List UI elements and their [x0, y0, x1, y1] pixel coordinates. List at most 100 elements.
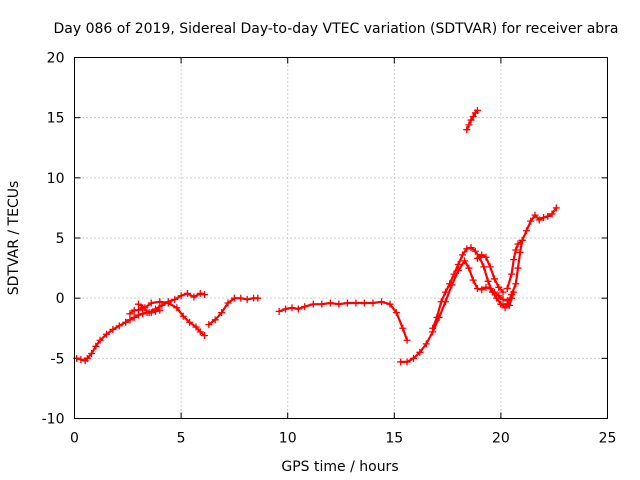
plot-frame — [74, 57, 608, 419]
x-tick-label: 25 — [599, 431, 617, 447]
data-point-arc-3 — [179, 312, 187, 320]
data-point-arc-7 — [450, 270, 458, 278]
data-point-arc-3 — [141, 304, 149, 312]
data-point-arc-8 — [499, 288, 507, 296]
data-point-arc-10 — [522, 227, 530, 235]
data-point-arc-11 — [510, 256, 518, 264]
data-point-arc-5 — [275, 307, 283, 315]
data-point-arc-7 — [471, 247, 479, 255]
data-point-arc-7 — [433, 313, 441, 321]
chart-title: Day 086 of 2019, Sidereal Day-to-day VTE… — [53, 21, 618, 37]
data-point-arc-2 — [126, 310, 134, 318]
data-point-arc-3 — [201, 331, 209, 339]
y-tick-label: 0 — [56, 291, 65, 307]
data-point-arc-2 — [196, 289, 204, 297]
data-point-arc-10 — [512, 280, 520, 288]
data-point-arc-3 — [196, 328, 204, 336]
data-point-arc-10 — [544, 212, 552, 220]
data-point-arc-9 — [469, 112, 477, 120]
data-point-arc-11 — [508, 270, 516, 278]
data-point-arc-10 — [552, 204, 560, 212]
data-point-arc-7 — [437, 298, 445, 306]
x-axis-label: GPS time / hours — [281, 459, 398, 475]
data-point-arc-6 — [465, 264, 473, 272]
data-point-arc-5 — [386, 300, 394, 308]
data-point-arc-5 — [378, 298, 386, 306]
data-point-arc-5 — [309, 300, 317, 308]
data-point-arc-1 — [77, 356, 85, 364]
data-point-arc-11 — [512, 246, 520, 254]
data-point-arc-10 — [535, 216, 543, 224]
data-point-arc-1 — [96, 336, 104, 344]
x-tick-label: 15 — [385, 431, 403, 447]
data-point-arc-2 — [152, 305, 160, 313]
data-point-arc-8 — [491, 275, 499, 283]
data-point-arc-6 — [473, 285, 481, 293]
data-point-arc-6 — [461, 257, 469, 265]
data-point-arc-7 — [446, 280, 454, 288]
x-tick-label: 10 — [279, 431, 297, 447]
y-tick-label: -10 — [42, 412, 65, 428]
data-point-arc-3 — [186, 318, 194, 326]
data-point-arc-5 — [392, 309, 400, 317]
data-point-arc-5 — [403, 336, 411, 344]
data-series — [73, 106, 560, 366]
data-point-arc-1 — [139, 310, 147, 318]
data-point-arc-9 — [463, 126, 471, 134]
data-point-arc-7 — [429, 324, 437, 332]
y-tick-label: 10 — [47, 171, 65, 187]
series-line-arc-4 — [207, 297, 259, 326]
data-point-arc-4 — [205, 321, 213, 329]
data-point-arc-5 — [352, 299, 360, 307]
data-point-arc-1 — [156, 306, 164, 314]
data-point-arc-5 — [326, 299, 334, 307]
data-point-arc-9 — [473, 106, 481, 114]
data-point-arc-3 — [173, 304, 181, 312]
data-point-arc-3 — [156, 298, 164, 306]
data-point-arc-10 — [508, 291, 516, 299]
data-point-arc-6 — [422, 340, 430, 348]
data-point-arc-5 — [360, 299, 368, 307]
data-point-arc-3 — [192, 323, 200, 331]
data-point-arc-5 — [294, 305, 302, 313]
data-point-arc-7 — [441, 288, 449, 296]
x-tick-label: 5 — [177, 431, 186, 447]
data-point-arc-5 — [343, 299, 351, 307]
data-point-arc-1 — [126, 316, 134, 324]
data-point-arc-10 — [516, 248, 524, 256]
data-point-arc-2 — [177, 292, 185, 300]
x-tick-label: 0 — [70, 431, 79, 447]
data-point-arc-10 — [514, 264, 522, 272]
data-point-arc-9 — [465, 121, 473, 129]
data-point-arc-5 — [399, 324, 407, 332]
data-point-arc-2 — [134, 306, 142, 314]
data-point-arc-6 — [482, 283, 490, 291]
data-point-arc-10 — [503, 300, 511, 308]
data-point-arc-5 — [301, 303, 309, 311]
data-point-arc-2 — [171, 295, 179, 303]
data-point-arc-8 — [495, 283, 503, 291]
data-point-arc-3 — [164, 299, 172, 307]
data-point-arc-10 — [527, 217, 535, 225]
data-point-arc-11 — [518, 236, 526, 244]
data-point-arc-10 — [548, 210, 556, 218]
series-line-arc-3 — [137, 300, 206, 337]
data-point-arc-5 — [282, 305, 290, 313]
data-point-arc-7 — [501, 304, 509, 312]
series-line-arc-7 — [431, 246, 515, 330]
data-point-arc-4 — [224, 299, 232, 307]
data-point-arc-7 — [467, 244, 475, 252]
y-tick-label: -5 — [51, 351, 65, 367]
data-point-arc-1 — [115, 322, 123, 330]
data-point-arc-1 — [83, 354, 91, 362]
data-point-arc-7 — [463, 245, 471, 253]
y-tick-label: 20 — [47, 51, 65, 67]
data-point-arc-6 — [499, 295, 507, 303]
data-point-arc-8 — [482, 253, 490, 261]
axis-ticks: 0 5 10 15 20 25 -10 -5 0 5 10 15 20 — [42, 51, 617, 447]
data-point-arc-10 — [540, 214, 548, 222]
data-point-arc-7 — [454, 260, 462, 268]
y-axis-label: SDTVAR / TECUs — [6, 181, 22, 296]
data-point-arc-4 — [254, 294, 262, 302]
